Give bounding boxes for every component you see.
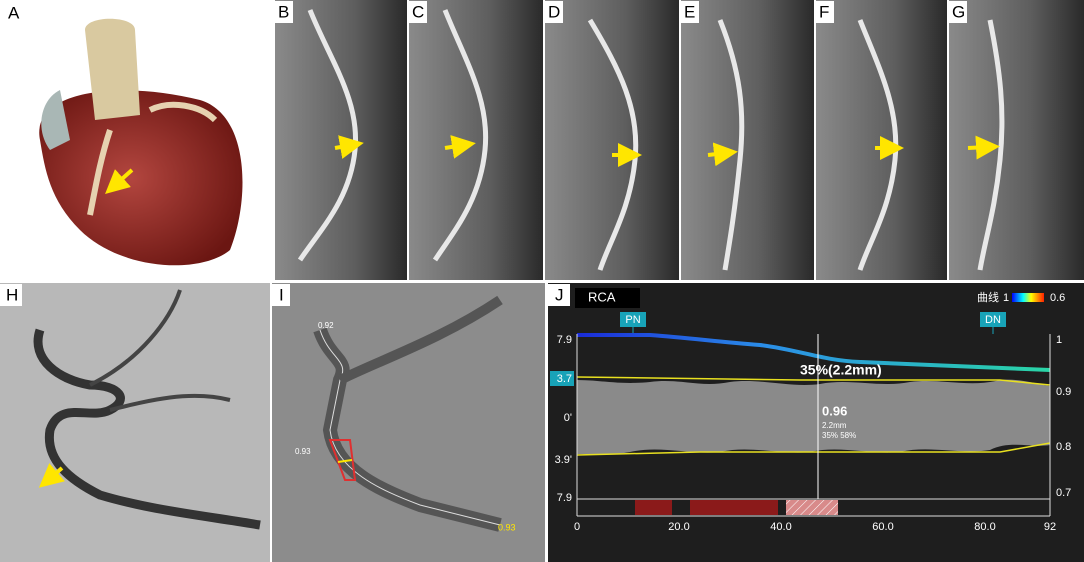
vessel-name: RCA <box>588 289 616 304</box>
right-axis-label: 0.9 <box>1056 386 1071 398</box>
panel-letter: D <box>548 2 560 21</box>
left-axis-label: 3.9' <box>555 454 572 466</box>
panel-letter: A <box>8 3 20 22</box>
x-axis-label: 80.0 <box>974 521 995 533</box>
readout-stenosis: 35% 58% <box>822 431 856 440</box>
x-axis-label: 20.0 <box>668 521 689 533</box>
fractional-label: 0.93 <box>295 447 311 456</box>
panel-letter: G <box>952 2 965 21</box>
panel-labels: A B C D E F G H I J <box>0 1 967 306</box>
marker-label: DN <box>985 314 1001 326</box>
panel-h <box>0 283 270 562</box>
fractional-label: 0.93 <box>498 522 516 532</box>
x-axis-label: 60.0 <box>872 521 893 533</box>
panel-letter: I <box>279 285 284 304</box>
right-axis-label: 0.7 <box>1056 487 1071 499</box>
stenosis-annotation: 35%(2.2mm) <box>800 362 882 378</box>
panel-letter: F <box>819 2 829 21</box>
left-axis-label: 7.9 <box>557 334 572 346</box>
readout-diameter: 2.2mm <box>822 421 847 430</box>
left-axis-label: 7.9 <box>557 492 572 504</box>
legend-min: 1 <box>1003 292 1009 304</box>
readout-value: 0.96 <box>822 403 847 418</box>
right-axis-label: 1 <box>1056 334 1062 346</box>
panel-letter: C <box>412 2 424 21</box>
legend-label: 曲线 <box>977 290 999 304</box>
left-axis-label: 3.7 <box>557 373 572 385</box>
x-axis-label: 40.0 <box>770 521 791 533</box>
x-axis-label: 92 <box>1044 521 1056 533</box>
panel-letter: B <box>278 2 289 21</box>
ct-panels <box>275 0 1084 280</box>
panel-letter: J <box>555 285 564 304</box>
x-axis-label: 0 <box>574 521 580 533</box>
fractional-label: 0.92 <box>318 321 334 330</box>
panel-letter: E <box>684 2 695 21</box>
panel-letter: H <box>6 285 18 304</box>
panel-j: RCA 曲线 1 0.6 PN DN 35%(2.2mm) 0.96 2.2mm… <box>548 283 1084 562</box>
right-axis-label: 0.8 <box>1056 441 1071 453</box>
left-axis-label: 0' <box>564 412 572 424</box>
marker-label: PN <box>625 314 640 326</box>
panel-a <box>0 0 272 280</box>
panel-i: 0.92 0.93 0.93 <box>272 283 545 562</box>
legend-max: 0.6 <box>1050 292 1065 304</box>
